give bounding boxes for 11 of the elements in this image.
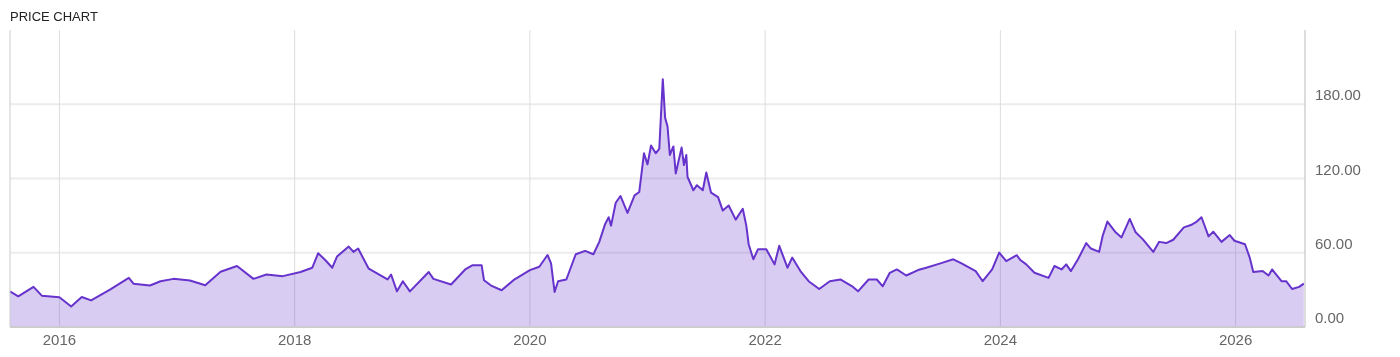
y-tick-label: 120.00: [1315, 160, 1361, 178]
x-tick-label: 2018: [277, 331, 312, 348]
x-tick-label: 2016: [42, 331, 77, 348]
x-tick-label: 2026: [1218, 331, 1253, 348]
x-tick-label: 2022: [748, 331, 782, 348]
x-tick-label: 2024: [983, 331, 1018, 348]
y-tick-label: 180.00: [1315, 86, 1361, 104]
y-tick-label: 0.00: [1315, 309, 1345, 326]
chart-title: PRICE CHART: [10, 9, 98, 24]
x-tick-label: 2020: [513, 331, 547, 348]
y-tick-label: 60.00: [1315, 234, 1353, 252]
